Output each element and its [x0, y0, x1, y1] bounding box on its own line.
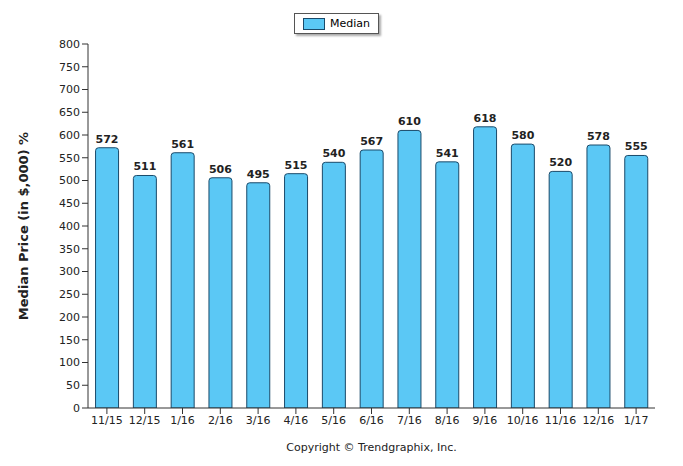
svg-text:567: 567: [360, 135, 383, 148]
svg-text:500: 500: [59, 174, 80, 187]
svg-text:515: 515: [285, 159, 308, 172]
svg-text:0: 0: [73, 402, 80, 415]
svg-text:150: 150: [59, 334, 80, 347]
svg-text:541: 541: [436, 147, 459, 160]
svg-text:11/16: 11/16: [545, 414, 577, 427]
svg-text:561: 561: [171, 138, 194, 151]
svg-text:600: 600: [59, 129, 80, 142]
svg-text:700: 700: [59, 83, 80, 96]
svg-text:7/16: 7/16: [397, 414, 422, 427]
svg-text:580: 580: [511, 129, 534, 142]
svg-text:300: 300: [59, 265, 80, 278]
svg-text:520: 520: [549, 156, 572, 169]
svg-text:750: 750: [59, 61, 80, 74]
html-text:Median: Median: [330, 17, 370, 30]
svg-text:1/16: 1/16: [170, 414, 195, 427]
svg-text:550: 550: [59, 152, 80, 165]
svg-text:50: 50: [66, 379, 80, 392]
svg-text:350: 350: [59, 243, 80, 256]
svg-text:Copyright © Trendgraphix, Inc.: Copyright © Trendgraphix, Inc.: [286, 441, 456, 454]
svg-text:5/16: 5/16: [321, 414, 346, 427]
svg-text:540: 540: [322, 147, 345, 160]
svg-text:1/17: 1/17: [624, 414, 649, 427]
svg-text:572: 572: [96, 133, 119, 146]
svg-text:4/16: 4/16: [284, 414, 309, 427]
svg-text:10/16: 10/16: [507, 414, 539, 427]
svg-text:100: 100: [59, 356, 80, 369]
svg-text:9/16: 9/16: [473, 414, 498, 427]
svg-text:200: 200: [59, 311, 80, 324]
svg-text:400: 400: [59, 220, 80, 233]
svg-text:250: 250: [59, 288, 80, 301]
svg-text:650: 650: [59, 106, 80, 119]
svg-text:450: 450: [59, 197, 80, 210]
svg-text:495: 495: [247, 168, 270, 181]
svg-text:12/16: 12/16: [582, 414, 614, 427]
svg-text:8/16: 8/16: [435, 414, 460, 427]
svg-text:555: 555: [625, 140, 648, 153]
svg-text:506: 506: [209, 163, 232, 176]
svg-text:Median Price (in $,000) %: Median Price (in $,000) %: [16, 132, 31, 320]
svg-text:618: 618: [474, 112, 497, 125]
svg-text:3/16: 3/16: [246, 414, 271, 427]
svg-text:11/15: 11/15: [91, 414, 123, 427]
svg-text:610: 610: [398, 115, 421, 128]
svg-text:800: 800: [59, 38, 80, 51]
svg-text:511: 511: [133, 160, 156, 173]
svg-text:578: 578: [587, 130, 610, 143]
svg-text:2/16: 2/16: [208, 414, 233, 427]
svg-text:6/16: 6/16: [359, 414, 384, 427]
svg-text:12/15: 12/15: [129, 414, 161, 427]
